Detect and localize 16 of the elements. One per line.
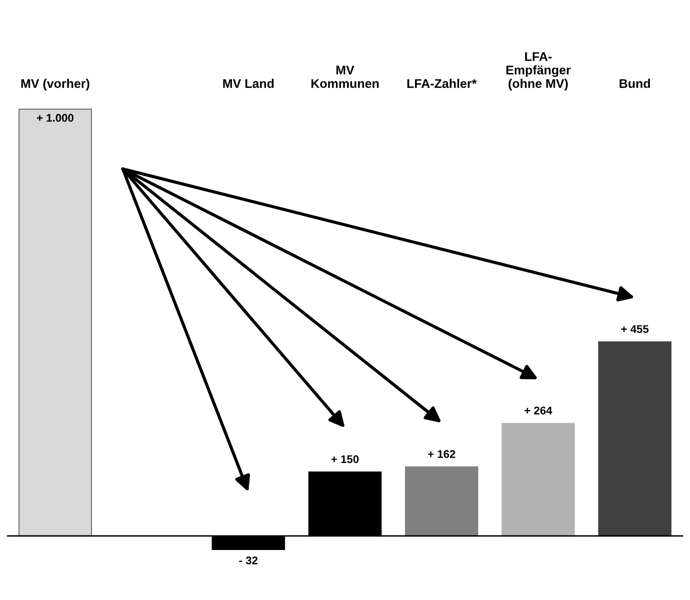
data-label: + 455	[621, 325, 649, 333]
x-tick-label: MV Kommunen	[311, 66, 379, 88]
x-tick-label: Bund	[620, 78, 650, 88]
x-tick-label: MV (vorher)	[21, 78, 90, 90]
data-label: - 32	[239, 556, 258, 564]
bar	[404, 466, 478, 536]
bar	[18, 108, 92, 536]
data-label: + 150	[331, 455, 359, 464]
data-label: + 264	[524, 406, 552, 414]
bar	[502, 422, 575, 536]
x-tick-label: LFA- Empfänger (ohne MV)	[506, 52, 571, 90]
x-tick-label: LFA-Zahler*	[407, 78, 477, 88]
data-label: + 162	[428, 450, 456, 458]
data-label: + 1.000	[36, 114, 74, 122]
bar	[598, 341, 672, 536]
x-tick-label: MV Land	[223, 78, 274, 88]
